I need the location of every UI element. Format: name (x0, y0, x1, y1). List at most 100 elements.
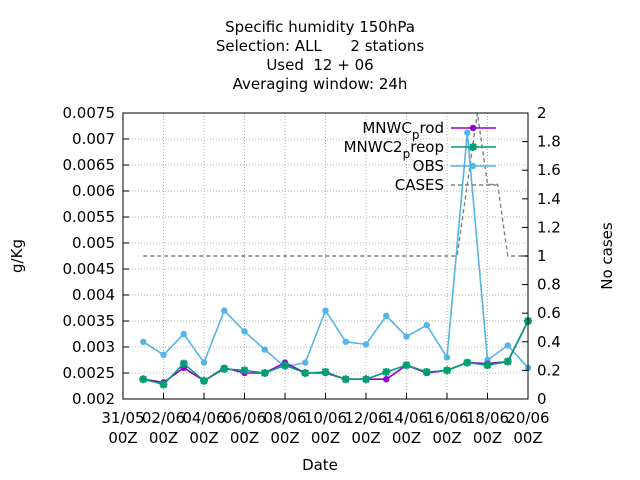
series-line (143, 112, 528, 257)
x-tick-label-date: 12/06 (344, 409, 387, 427)
x-tick-label-time: 00Z (392, 429, 421, 447)
series-cases (143, 112, 528, 257)
series-line (142, 132, 529, 369)
data-point (159, 380, 168, 389)
legend-entry: CASES (395, 176, 496, 194)
legend-marker (469, 162, 477, 170)
data-point (322, 307, 329, 314)
data-point (160, 351, 167, 358)
x-tick-label-date: 20/06 (506, 409, 549, 427)
x-tick-label-time: 00Z (108, 429, 137, 447)
data-point (179, 359, 188, 368)
legend-label: MNWC2preop (344, 138, 444, 161)
data-point (383, 312, 390, 319)
legend-label-sub: p (403, 147, 411, 161)
x-tick-label-date: 14/06 (385, 409, 428, 427)
y-axis-label: g/Kg (8, 239, 26, 273)
y2-tick-label: 0 (537, 390, 547, 408)
y-tick-label: 0.0055 (63, 208, 116, 226)
y2-tick-label: 1.2 (537, 218, 561, 236)
data-point (402, 361, 411, 370)
x-tick-label-date: 08/06 (263, 409, 306, 427)
y2-tick-label: 2 (537, 104, 547, 122)
data-point (241, 328, 248, 335)
data-point (200, 359, 208, 366)
legend-label-part: MNWC2 (344, 138, 403, 156)
data-point (301, 369, 310, 377)
x-tick-label-time: 00Z (351, 429, 380, 447)
data-point (443, 366, 451, 375)
legend-entry: MNWCprod (362, 119, 496, 142)
data-point (321, 367, 330, 376)
legend-label: MNWCprod (362, 119, 444, 142)
data-point (261, 346, 268, 353)
y-tick-label: 0.002 (72, 390, 115, 408)
data-point (200, 376, 208, 385)
y-tick-label: 0.0025 (63, 364, 116, 382)
legend-label: CASES (395, 176, 444, 194)
data-point (483, 361, 492, 370)
y-tick-label: 0.0065 (63, 156, 116, 174)
data-point (281, 361, 289, 370)
legend-label-part: rod (419, 119, 444, 137)
x-tick-label-date: 06/06 (223, 409, 266, 427)
series-mnwc2-preop (139, 317, 532, 389)
x-tick-label-time: 00Z (473, 429, 502, 447)
y-tick-label: 0.007 (72, 130, 115, 148)
y2-axis-label: No cases (598, 222, 616, 290)
y2-tick-label: 0.2 (537, 361, 561, 379)
legend-label-part: reop (410, 138, 444, 156)
x-tick-label-date: 16/06 (425, 409, 468, 427)
data-point (341, 375, 350, 384)
legend-marker (469, 143, 477, 151)
x-tick-label-time: 00Z (311, 429, 340, 447)
data-point (463, 358, 472, 367)
y2-tick-label: 1.6 (537, 161, 561, 179)
x-tick-label-date: 02/06 (142, 409, 185, 427)
title-line-2: Selection: ALL 2 stations (216, 37, 424, 55)
y2-tick-label: 0.8 (537, 276, 561, 294)
chart-title: Specific humidity 150hPa Selection: ALL … (216, 18, 424, 93)
data-point (403, 333, 410, 340)
y-axis-ticks: 0.002 0.0025 0.003 0.0035 0.004 0.0045 0.005 0.… (63, 104, 129, 408)
legend-label-part: MNWC (362, 119, 411, 137)
x-tick-label-date: 10/06 (304, 409, 347, 427)
x-tick-label-date: 31/05 (101, 409, 144, 427)
y-tick-label: 0.0045 (63, 260, 116, 278)
x-tick-label-date: 04/06 (182, 409, 225, 427)
y-tick-label: 0.0035 (63, 312, 116, 330)
data-point (139, 375, 148, 384)
data-point (504, 342, 511, 349)
data-point (382, 367, 391, 376)
x-tick-label-time: 00Z (149, 429, 178, 447)
y-tick-label: 0.003 (72, 338, 115, 356)
y-tick-label: 0.0075 (63, 104, 116, 122)
legend-label-sub: p (412, 128, 420, 142)
x-tick-label-date: 18/06 (466, 409, 509, 427)
data-point (260, 369, 269, 377)
data-point (342, 338, 349, 345)
x-tick-label-time: 00Z (513, 429, 542, 447)
data-point (423, 321, 430, 329)
legend-label: OBS (413, 157, 444, 175)
data-point (383, 376, 390, 383)
data-point (180, 330, 187, 338)
y-tick-label: 0.006 (72, 182, 115, 200)
x-tick-label-time: 00Z (189, 429, 218, 447)
legend-label-part: CASES (395, 176, 444, 194)
y2-tick-label: 0.4 (537, 333, 561, 351)
data-point (220, 364, 229, 373)
series-layer (139, 112, 532, 389)
title-line-3: Used 12 + 06 (266, 56, 373, 74)
legend-label-part: OBS (413, 157, 444, 175)
title-line-1: Specific humidity 150hPa (225, 18, 415, 36)
data-point (443, 354, 451, 361)
data-point (464, 129, 471, 136)
data-point (140, 338, 147, 345)
data-point (503, 357, 512, 366)
y2-tick-label: 0.6 (537, 304, 561, 322)
data-point (221, 307, 228, 314)
x-tick-label-time: 00Z (270, 429, 299, 447)
title-line-4: Averaging window: 24h (233, 75, 408, 93)
